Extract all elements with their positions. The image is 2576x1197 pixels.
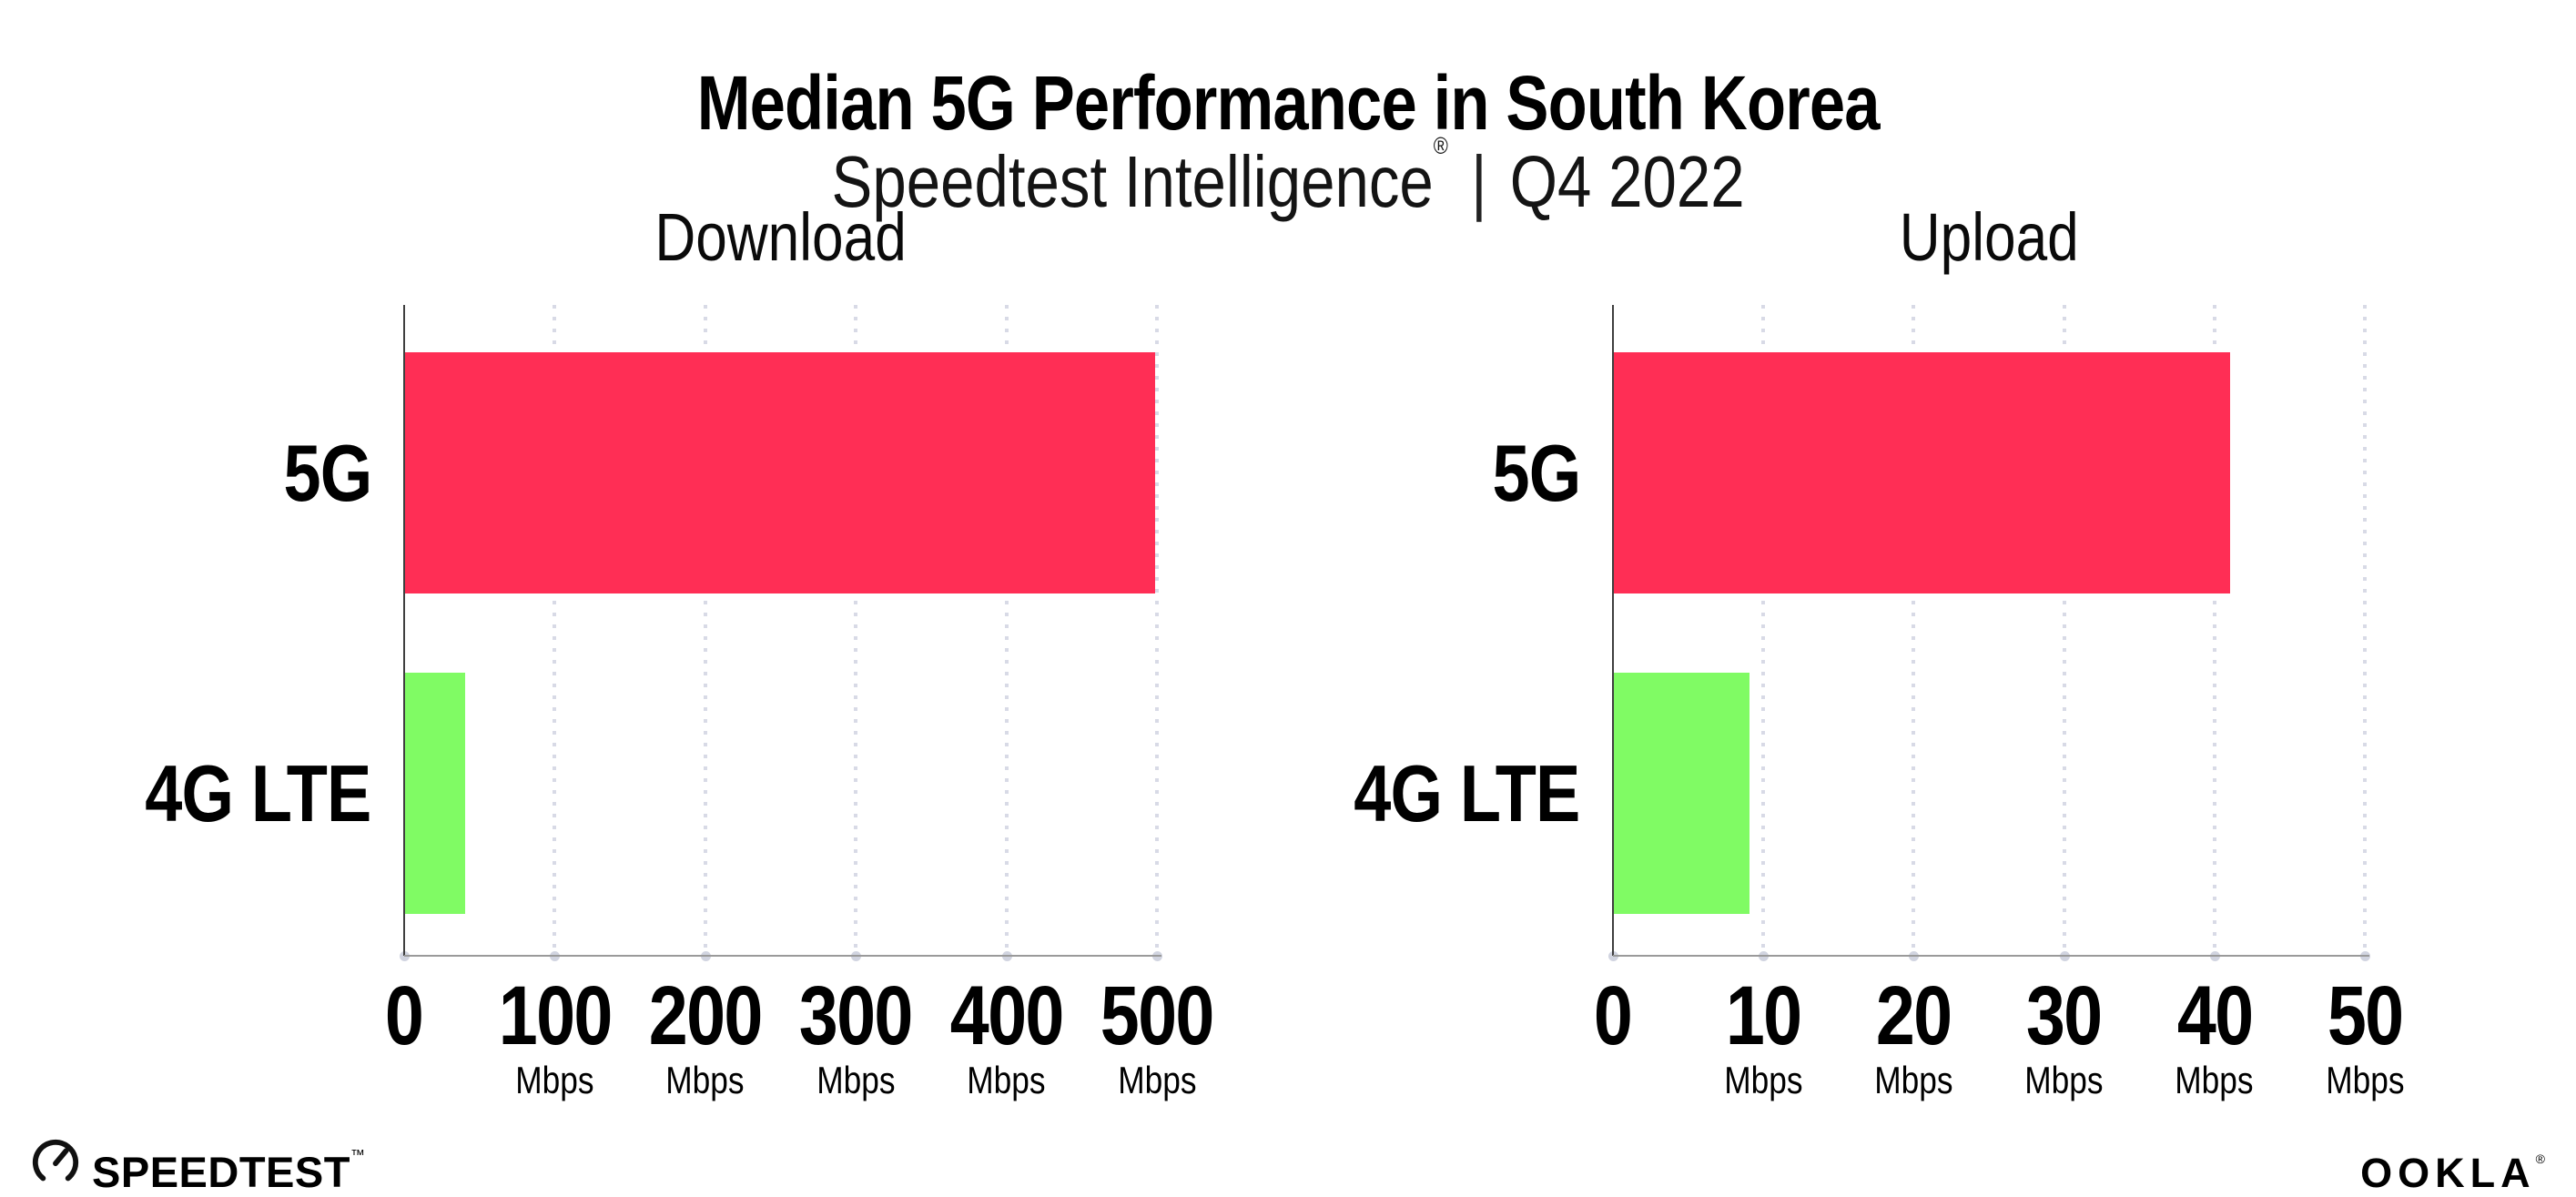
x-tick-value-40: 40 [2176,969,2253,1062]
x-tick-unit-200: Mbps [665,1059,745,1101]
x-axis-line [1613,955,2369,957]
category-label-5g: 5G [1492,427,1581,518]
page-title: Median 5G Performance in South Korea [0,64,2576,142]
x-tick-10: 10 Mbps [1654,969,1872,1101]
x-tick-unit-100: Mbps [515,1059,594,1101]
speedtest-logo-text: SPEEDTEST™ [92,1148,366,1196]
trademark-mark: ™ [350,1148,366,1163]
x-axis-line [404,955,1161,957]
x-tick-unit-10: Mbps [1724,1059,1803,1101]
gridline-100 [553,305,557,956]
x-tick-value-200: 200 [648,969,764,1062]
x-tick-value-10: 10 [1725,969,1802,1062]
bar-5g [405,352,1155,593]
ookla-logo-text: OOKLA® [2360,1150,2545,1196]
speedtest-logo: SPEEDTEST™ [30,1131,365,1197]
subtitle-separator: | [1471,141,1487,222]
gridline-50 [2363,305,2367,956]
x-tick-unit-300: Mbps [816,1059,896,1101]
page-subtitle: Speedtest Intelligence® | Q4 2022 [0,107,2576,220]
x-tick-value-400: 400 [949,969,1065,1062]
subtitle-period: Q4 2022 [1509,141,1745,222]
x-tick-value-20: 20 [1876,969,1952,1062]
gridline-20 [1912,305,1916,956]
download-chart: Download 5G 4G LTE 0 100 Mbps 200 Mbps 300 Mbps 40… [146,203,1215,1101]
x-tick-value-300: 300 [799,969,914,1062]
x-tick-value-50: 50 [2327,969,2404,1062]
x-tick-0: 0 [295,969,513,1062]
y-axis-line [1612,305,1614,956]
category-label-4g-lte: 4G LTE [145,747,372,838]
x-tick-unit-500: Mbps [1117,1059,1197,1101]
x-tick-unit-30: Mbps [2024,1059,2104,1101]
category-label-4g-lte: 4G LTE [1354,747,1581,838]
x-tick-300: 300 Mbps [746,969,965,1101]
x-tick-value-100: 100 [498,969,613,1062]
category-label-5g: 5G [283,427,372,518]
x-tick-500: 500 Mbps [1048,969,1266,1101]
gridline-200 [703,305,707,956]
x-tick-200: 200 Mbps [596,969,815,1101]
x-tick-unit-400: Mbps [967,1059,1046,1101]
x-tick-40: 40 Mbps [2105,969,2324,1101]
chart-title-download: Download [654,199,907,275]
upload-chart: Upload 5G 4G LTE 0 10 Mbps 20 Mbps 30 Mbps 40 Mbps 5… [1354,203,2404,1101]
speedtest-gauge-icon [30,1137,81,1192]
subtitle-brand: Speedtest Intelligence [831,141,1434,222]
bar-5g [1614,352,2231,593]
x-tick-0: 0 [1504,969,1722,1062]
gridline-10 [1761,305,1766,956]
chart-title-upload: Upload [1899,199,2079,275]
ookla-logo: OOKLA® [2360,1136,2545,1196]
x-tick-unit-40: Mbps [2175,1059,2254,1101]
ookla-registered-mark: ® [2535,1151,2545,1166]
gridline-40 [2212,305,2216,956]
x-tick-value-0: 0 [1594,969,1633,1062]
gridline-500 [1155,305,1159,956]
x-tick-value-0: 0 [385,969,424,1062]
x-tick-20: 20 Mbps [1804,969,2023,1101]
gridline-300 [854,305,858,956]
page-subtitle-text: Speedtest Intelligence® | Q4 2022 [831,107,1744,220]
gridline-30 [2062,305,2066,956]
x-tick-400: 400 Mbps [898,969,1116,1101]
x-tick-unit-20: Mbps [1874,1059,1953,1101]
page-title-text: Median 5G Performance in South Korea [696,60,1881,147]
x-tick-100: 100 Mbps [445,969,664,1101]
x-tick-30: 30 Mbps [1955,969,2174,1101]
x-tick-value-30: 30 [2026,969,2103,1062]
bar-4g-lte [1614,673,1749,914]
y-axis-line [403,305,405,956]
x-tick-unit-50: Mbps [2325,1059,2405,1101]
bar-4g-lte [405,673,466,914]
registered-mark: ® [1433,132,1448,159]
gridline-400 [1004,305,1009,956]
x-tick-50: 50 Mbps [2256,969,2474,1101]
x-tick-value-500: 500 [1100,969,1215,1062]
